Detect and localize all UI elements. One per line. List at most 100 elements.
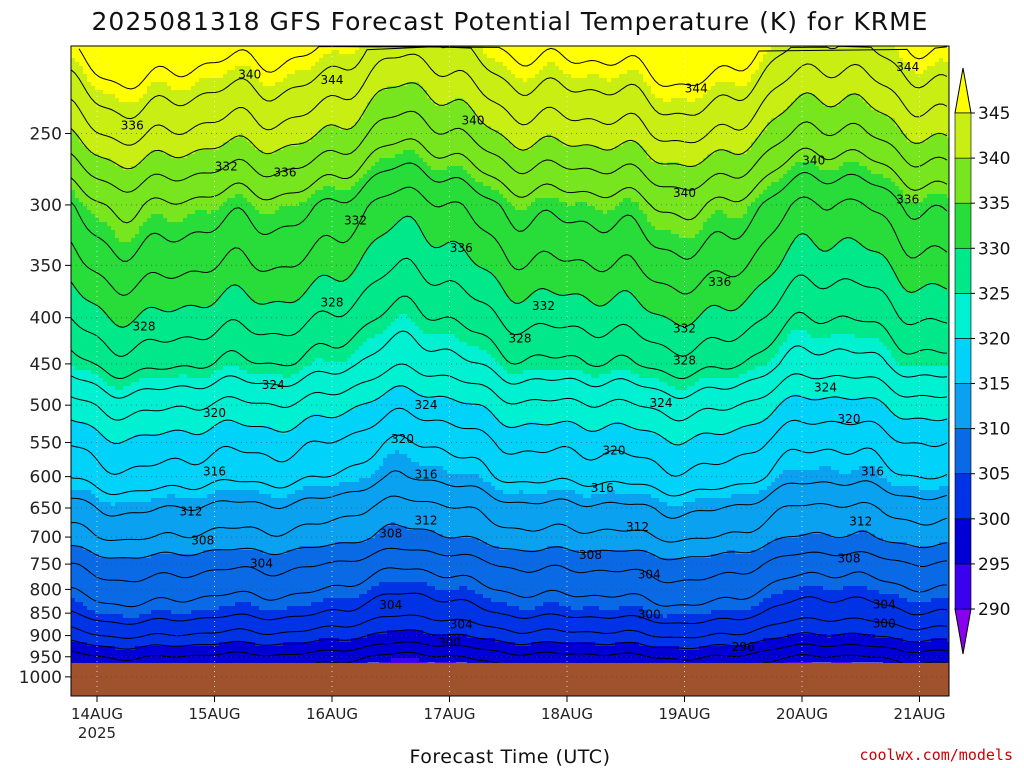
- field-cell: [355, 482, 360, 543]
- field-cell: [139, 46, 144, 99]
- field-cell: [199, 646, 204, 675]
- field-cell: [719, 210, 724, 307]
- field-cell: [375, 398, 380, 471]
- field-cell: [223, 642, 228, 675]
- field-cell: [887, 638, 892, 667]
- field-cell: [383, 46, 388, 91]
- field-cell: [487, 354, 492, 411]
- field-cell: [759, 602, 764, 643]
- field-cell: [531, 294, 536, 371]
- field-cell: [287, 550, 292, 607]
- field-cell: [347, 46, 352, 55]
- field-cell: [603, 374, 608, 427]
- field-cell: [795, 238, 800, 331]
- field-cell: [83, 146, 88, 207]
- field-cell: [75, 198, 80, 291]
- field-cell: [539, 290, 544, 371]
- field-cell: [711, 610, 716, 647]
- field-cell: [91, 214, 96, 303]
- field-cell: [411, 322, 416, 391]
- field-cell: [199, 498, 204, 555]
- field-cell: [499, 62, 504, 135]
- field-cell: [375, 238, 380, 335]
- field-cell: [507, 426, 512, 495]
- field-cell: [219, 146, 224, 207]
- field-cell: [619, 290, 624, 371]
- field-cell: [899, 486, 904, 543]
- field-cell: [563, 370, 568, 423]
- field-cell: [431, 102, 436, 171]
- field-cell: [339, 362, 344, 415]
- field-cell: [587, 642, 592, 675]
- field-cell: [535, 422, 540, 495]
- field-cell: [339, 54, 344, 131]
- field-cell: [747, 298, 752, 371]
- field-cell: [259, 46, 264, 83]
- field-cell: [835, 170, 840, 243]
- field-cell: [795, 634, 800, 663]
- contour-label: 304: [873, 597, 896, 611]
- field-cell: [859, 466, 864, 531]
- field-cell: [475, 346, 480, 407]
- field-cell: [135, 382, 140, 435]
- field-cell: [667, 506, 672, 559]
- field-cell: [359, 258, 364, 347]
- field-cell: [427, 242, 432, 335]
- contour-label: 320: [603, 443, 626, 457]
- field-cell: [279, 46, 284, 83]
- field-cell: [759, 366, 764, 423]
- field-cell: [903, 290, 908, 367]
- field-cell: [399, 526, 404, 583]
- field-cell: [299, 546, 304, 607]
- field-cell: [875, 638, 880, 663]
- field-cell: [399, 454, 404, 527]
- field-cell: [411, 82, 416, 151]
- y-axis: 2503003504004505005506006507007508008509…: [19, 124, 71, 688]
- field-cell: [535, 74, 540, 143]
- field-cell: [479, 182, 484, 267]
- field-cell: [567, 606, 572, 643]
- field-cell: [83, 550, 88, 607]
- field-cell: [939, 542, 944, 599]
- field-cell: [827, 590, 832, 639]
- field-cell: [123, 242, 128, 327]
- field-cell: [515, 494, 520, 551]
- field-cell: [915, 142, 920, 203]
- field-cell: [659, 558, 664, 615]
- field-cell: [267, 646, 272, 675]
- field-cell: [467, 538, 472, 591]
- field-cell: [207, 78, 212, 151]
- field-cell: [763, 490, 768, 547]
- field-cell: [127, 170, 132, 243]
- field-cell: [331, 46, 336, 51]
- field-cell: [751, 642, 756, 675]
- field-cell: [943, 62, 948, 135]
- field-cell: [499, 602, 504, 643]
- field-cell: [147, 154, 152, 219]
- field-cell: [167, 86, 172, 155]
- field-cell: [651, 94, 656, 163]
- field-cell: [359, 594, 364, 639]
- field-cell: [423, 582, 428, 635]
- field-cell: [895, 362, 900, 419]
- field-cell: [731, 378, 736, 431]
- field-cell: [935, 638, 940, 671]
- field-cell: [715, 82, 720, 151]
- field-cell: [423, 398, 428, 467]
- field-cell: [351, 126, 356, 187]
- field-cell: [167, 494, 172, 555]
- field-cell: [195, 306, 200, 379]
- field-cell: [167, 310, 172, 379]
- field-cell: [351, 482, 356, 543]
- field-cell: [671, 386, 676, 447]
- field-cell: [427, 334, 432, 399]
- field-cell: [143, 94, 148, 159]
- field-cell: [179, 158, 184, 223]
- field-cell: [307, 198, 312, 287]
- field-cell: [679, 614, 684, 651]
- field-cell: [455, 166, 460, 243]
- field-cell: [659, 614, 664, 647]
- field-cell: [519, 426, 524, 491]
- field-cell: [527, 494, 532, 551]
- contour-label: 308: [191, 533, 214, 547]
